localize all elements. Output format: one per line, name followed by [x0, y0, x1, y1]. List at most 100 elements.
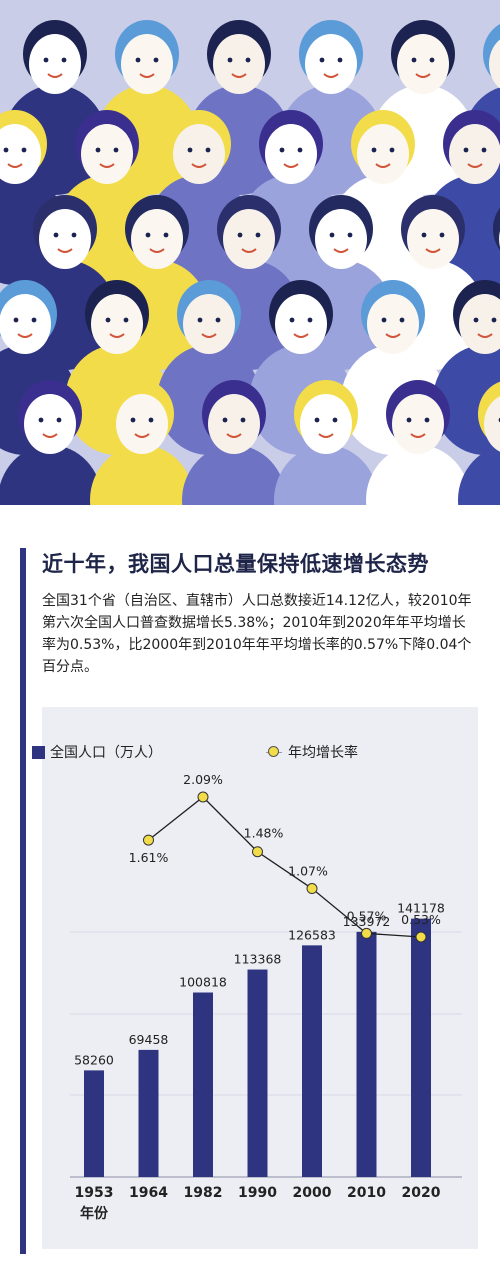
crowd-person-face [484, 396, 500, 452]
crowd-person-eye [406, 417, 412, 423]
bar-value-label: 133972 [343, 914, 391, 929]
crowd-person-eye [319, 57, 325, 63]
crowd-person-body [274, 445, 378, 505]
population-chart: 58260 1953 69458 1964 100818 1982 113368 1990 12… [70, 772, 462, 1222]
crowd-person-eye [105, 317, 111, 323]
crowd-person-face [24, 394, 76, 454]
crowd-person-mouth [293, 333, 309, 338]
crowd-person-mouth [410, 433, 426, 438]
x-tick-label: 2010 [347, 1185, 386, 1201]
crowd-person-eye [38, 417, 44, 423]
rate-line [148, 796, 422, 938]
x-tick-label: 2020 [402, 1185, 441, 1201]
crowd-person-face [275, 294, 327, 354]
crowd-person-eye [61, 57, 67, 63]
crowd-person-mouth [134, 433, 150, 438]
crowd-person-mouth [17, 333, 33, 338]
crowd-person-face [91, 294, 143, 354]
crowd-person-eye [240, 417, 246, 423]
crowd-person-eye [31, 317, 37, 323]
rate-point-1990 [252, 846, 263, 858]
crowd-person-eye [389, 147, 395, 153]
crowd-person-mouth [467, 163, 483, 168]
crowd-person-eye [187, 147, 193, 153]
rate-point-2000 [306, 883, 318, 895]
bar-value-label: 141178 [397, 901, 445, 916]
crowd-person-mouth [283, 163, 299, 168]
crowd-person-body [0, 445, 102, 505]
crowd-person-face [449, 124, 500, 184]
crowd-person-eye [163, 232, 169, 238]
bar-value-label: 126583 [288, 927, 336, 942]
crowd-person-eye [463, 147, 469, 153]
crowd-person-eye [381, 317, 387, 323]
crowd-person-face [367, 294, 419, 354]
bar-1990 [247, 969, 268, 1177]
crowd-person-eye [95, 147, 101, 153]
crowd-person-eye [215, 317, 221, 323]
crowd-person-eye [71, 232, 77, 238]
crowd-person-body [458, 446, 500, 505]
crowd-person-eye [148, 417, 154, 423]
crowd-person-mouth [241, 248, 257, 253]
crowd-person-face [305, 34, 357, 94]
bar-2000 [302, 945, 322, 1177]
crowd-person-face [173, 124, 225, 184]
bar-value-label: 100818 [179, 975, 227, 990]
x-tick-label: 2000 [293, 1185, 332, 1201]
crowd-person-eye [421, 232, 427, 238]
crowd-person-mouth [385, 333, 401, 338]
crowd-person-face [116, 394, 168, 454]
headline: 近十年，我国人口总量保持低速增长态势 [42, 552, 429, 576]
crowd-person-mouth [191, 163, 207, 168]
crowd-person-eye [135, 57, 141, 63]
crowd-person-face [265, 124, 317, 184]
rate-value-label: 1.48% [244, 826, 284, 841]
crowd-person-mouth [139, 73, 155, 78]
rate-point-1982 [197, 791, 209, 803]
crowd-person-body [90, 445, 194, 505]
legend-rate-label: 年均增长率 [288, 745, 358, 761]
crowd-person-face [223, 209, 275, 269]
crowd-person-face [121, 34, 173, 94]
crowd-person-eye [123, 317, 129, 323]
chart-panel: 58260 1953 69458 1964 100818 1982 113368 1990 12… [42, 707, 478, 1249]
crowd-person-face [407, 209, 459, 269]
crowd-person-eye [153, 57, 159, 63]
crowd-person-eye [13, 317, 19, 323]
bar-1953 [84, 1070, 104, 1177]
crowd-person-eye [21, 147, 27, 153]
crowd-person-eye [491, 317, 497, 323]
crowd-person-eye [337, 57, 343, 63]
bar-value-label: 69458 [129, 1032, 169, 1047]
crowd-person-mouth [109, 333, 125, 338]
bar-2010 [356, 931, 377, 1177]
crowd-person-eye [329, 232, 335, 238]
rate-value-label: 1.61% [129, 850, 169, 865]
crowd-person-face [183, 294, 235, 354]
crowd-person-face [397, 34, 449, 94]
crowd-person-eye [429, 57, 435, 63]
crowd-person-eye [53, 232, 59, 238]
crowd-person-mouth [149, 248, 165, 253]
crowd-person-eye [227, 57, 233, 63]
crowd-person-face [300, 394, 352, 454]
rate-value-label: 1.07% [288, 864, 328, 879]
crowd-person-face [392, 394, 444, 454]
crowd-person-mouth [42, 433, 58, 438]
crowd-person-eye [3, 147, 9, 153]
bar-value-label: 113368 [234, 952, 282, 967]
crowd-person-body [182, 445, 286, 505]
rate-value-label: 0.53% [401, 912, 441, 927]
crowd-person-hair [493, 207, 500, 251]
crowd-person-eye [113, 147, 119, 153]
crowd-person-eye [237, 232, 243, 238]
legend-population-label: 全国人口（万人） [50, 745, 162, 761]
crowd-person-mouth [415, 73, 431, 78]
legend-population-swatch [32, 746, 45, 759]
crowd-person-eye [130, 417, 136, 423]
crowd-person-eye [399, 317, 405, 323]
crowd-person-eye [481, 147, 487, 153]
crowd-person-eye [43, 57, 49, 63]
rate-point-2020 [415, 931, 427, 943]
